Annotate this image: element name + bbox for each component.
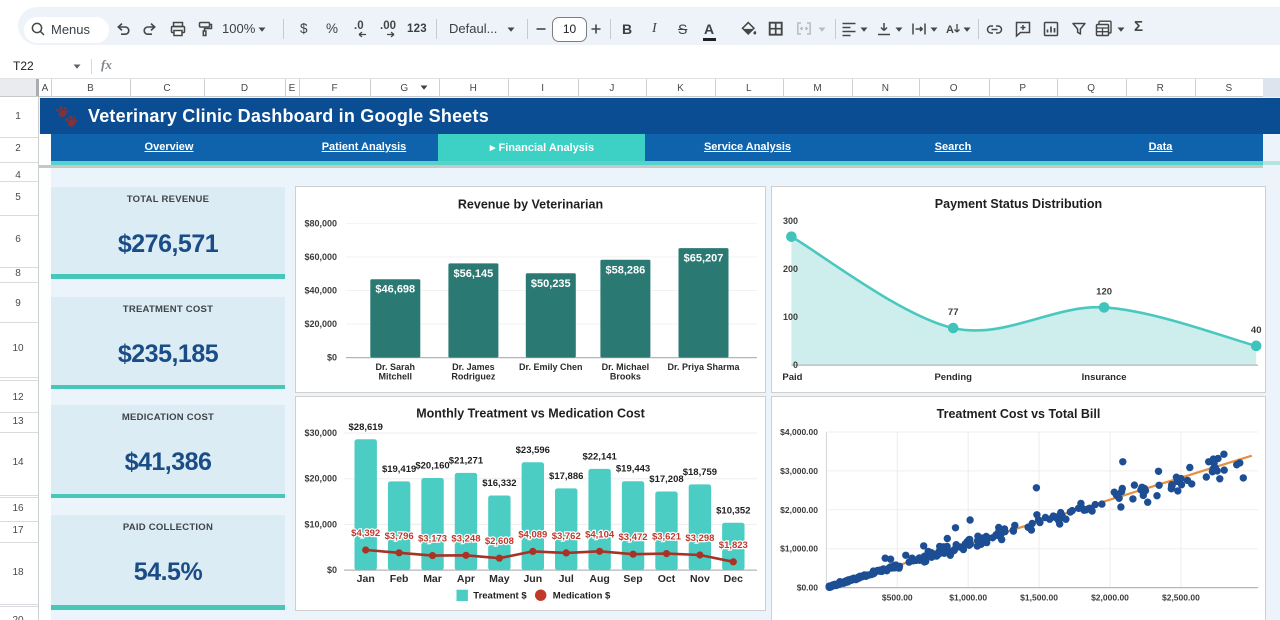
svg-text:Jul: Jul <box>558 573 573 585</box>
svg-text:$10,352: $10,352 <box>716 506 750 517</box>
svg-text:Aug: Aug <box>589 573 609 585</box>
svg-text:Oct: Oct <box>657 573 675 585</box>
svg-text:$3,472: $3,472 <box>618 532 647 543</box>
svg-text:$20,000: $20,000 <box>304 474 337 484</box>
svg-text:$28,619: $28,619 <box>348 422 382 433</box>
svg-text:$22,141: $22,141 <box>582 452 617 463</box>
svg-text:$46,698: $46,698 <box>375 284 415 296</box>
svg-text:.00: .00 <box>380 20 396 32</box>
svg-text:$4,392: $4,392 <box>351 528 380 539</box>
svg-text:$17,208: $17,208 <box>649 474 683 485</box>
svg-text:Dr. James: Dr. James <box>452 362 495 372</box>
svg-text:300: 300 <box>783 216 798 226</box>
svg-text:$60,000: $60,000 <box>304 252 337 262</box>
svg-text:Dr. Sarah: Dr. Sarah <box>375 362 415 372</box>
svg-text:$50,235: $50,235 <box>530 278 570 290</box>
svg-text:$0: $0 <box>326 565 336 575</box>
svg-text:$17,886: $17,886 <box>549 471 583 482</box>
svg-text:Insurance: Insurance <box>1082 372 1127 383</box>
svg-text:Jan: Jan <box>356 573 374 585</box>
svg-text:$2,608: $2,608 <box>484 536 513 547</box>
svg-text:$4,000.00: $4,000.00 <box>780 427 818 437</box>
svg-text:.0: .0 <box>354 20 364 32</box>
svg-text:$1,000.00: $1,000.00 <box>780 544 818 554</box>
svg-text:$3,621: $3,621 <box>651 532 681 543</box>
svg-text:0: 0 <box>793 360 798 370</box>
svg-text:Mar: Mar <box>423 573 442 585</box>
svg-text:Dr. Emily Chen: Dr. Emily Chen <box>519 362 583 372</box>
svg-text:$3,796: $3,796 <box>384 531 413 542</box>
svg-text:A: A <box>946 24 954 36</box>
svg-text:$10,000: $10,000 <box>304 520 337 530</box>
svg-text:Dr. Priya Sharma: Dr. Priya Sharma <box>667 362 740 372</box>
svg-text:77: 77 <box>948 307 959 318</box>
svg-text:$65,207: $65,207 <box>683 253 723 265</box>
svg-text:$20,160: $20,160 <box>415 461 449 472</box>
svg-text:$0.00: $0.00 <box>797 583 819 593</box>
svg-text:40: 40 <box>1251 325 1262 336</box>
svg-text:Dr. Michael: Dr. Michael <box>601 362 649 372</box>
svg-text:$2,500.00: $2,500.00 <box>1162 593 1200 603</box>
svg-text:Treatment $: Treatment $ <box>473 591 527 602</box>
svg-text:Sep: Sep <box>623 573 642 585</box>
svg-text:Brooks: Brooks <box>609 372 640 382</box>
svg-text:$1,823: $1,823 <box>718 540 747 551</box>
svg-text:$56,145: $56,145 <box>453 268 493 280</box>
svg-text:Monthly Treatment vs Medicatio: Monthly Treatment vs Medication Cost <box>416 407 645 421</box>
svg-text:Feb: Feb <box>389 573 408 585</box>
svg-text:Apr: Apr <box>456 573 474 585</box>
svg-text:Medication $: Medication $ <box>552 591 610 602</box>
svg-text:Mitchell: Mitchell <box>378 372 412 382</box>
svg-text:Nov: Nov <box>689 573 709 585</box>
svg-text:Jun: Jun <box>523 573 542 585</box>
svg-text:May: May <box>489 573 510 585</box>
svg-text:Revenue by Veterinarian: Revenue by Veterinarian <box>457 198 602 212</box>
svg-text:$3,000.00: $3,000.00 <box>780 466 818 476</box>
svg-text:Dec: Dec <box>723 573 742 585</box>
svg-text:$40,000: $40,000 <box>304 286 337 296</box>
svg-text:$3,762: $3,762 <box>551 531 580 542</box>
svg-text:$30,000: $30,000 <box>304 428 337 438</box>
svg-text:Payment Status Distribution: Payment Status Distribution <box>935 197 1102 211</box>
svg-text:Paid: Paid <box>782 372 802 383</box>
svg-text:$21,271: $21,271 <box>448 456 483 467</box>
svg-text:$2,000.00: $2,000.00 <box>780 505 818 515</box>
svg-text:$3,298: $3,298 <box>685 533 714 544</box>
svg-text:120: 120 <box>1096 287 1112 298</box>
svg-text:100: 100 <box>783 312 798 322</box>
svg-text:200: 200 <box>783 264 798 274</box>
svg-text:Pending: Pending <box>934 372 972 383</box>
svg-text:$1,500.00: $1,500.00 <box>1020 593 1058 603</box>
svg-text:$80,000: $80,000 <box>304 219 337 229</box>
svg-text:$20,000: $20,000 <box>304 319 337 329</box>
svg-text:Rodriguez: Rodriguez <box>451 372 495 382</box>
svg-text:Treatment Cost vs Total Bill: Treatment Cost vs Total Bill <box>937 407 1101 421</box>
svg-text:$500.00: $500.00 <box>882 593 913 603</box>
svg-text:$18,759: $18,759 <box>682 467 716 478</box>
svg-text:$19,443: $19,443 <box>615 464 649 475</box>
svg-text:$3,248: $3,248 <box>451 534 480 545</box>
svg-text:$3,173: $3,173 <box>418 534 447 545</box>
svg-text:$16,332: $16,332 <box>482 478 516 489</box>
svg-text:$58,286: $58,286 <box>605 265 645 277</box>
svg-text:$2,000.00: $2,000.00 <box>1091 593 1129 603</box>
svg-text:$4,089: $4,089 <box>518 530 547 541</box>
svg-text:$23,596: $23,596 <box>515 445 549 456</box>
svg-text:$19,419: $19,419 <box>381 464 415 475</box>
svg-text:$1,000.00: $1,000.00 <box>949 593 987 603</box>
svg-text:$0: $0 <box>326 353 336 363</box>
svg-text:$4,104: $4,104 <box>585 530 615 541</box>
